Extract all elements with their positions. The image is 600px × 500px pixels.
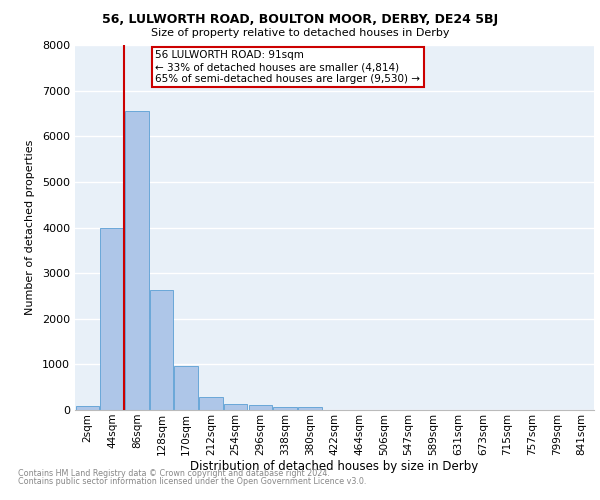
Text: Size of property relative to detached houses in Derby: Size of property relative to detached ho… [151, 28, 449, 38]
Bar [224, 404, 247, 410]
Bar [298, 408, 322, 410]
Bar [76, 406, 99, 410]
Text: Contains public sector information licensed under the Open Government Licence v3: Contains public sector information licen… [18, 477, 367, 486]
Bar [100, 228, 124, 410]
Bar [175, 366, 198, 410]
Bar [125, 111, 149, 410]
Bar [150, 290, 173, 410]
Y-axis label: Number of detached properties: Number of detached properties [25, 140, 35, 315]
Bar [248, 404, 272, 410]
Bar [199, 397, 223, 410]
X-axis label: Distribution of detached houses by size in Derby: Distribution of detached houses by size … [190, 460, 479, 473]
Bar [274, 407, 297, 410]
Text: 56 LULWORTH ROAD: 91sqm
← 33% of detached houses are smaller (4,814)
65% of semi: 56 LULWORTH ROAD: 91sqm ← 33% of detache… [155, 50, 421, 84]
Text: Contains HM Land Registry data © Crown copyright and database right 2024.: Contains HM Land Registry data © Crown c… [18, 468, 330, 477]
Text: 56, LULWORTH ROAD, BOULTON MOOR, DERBY, DE24 5BJ: 56, LULWORTH ROAD, BOULTON MOOR, DERBY, … [102, 12, 498, 26]
